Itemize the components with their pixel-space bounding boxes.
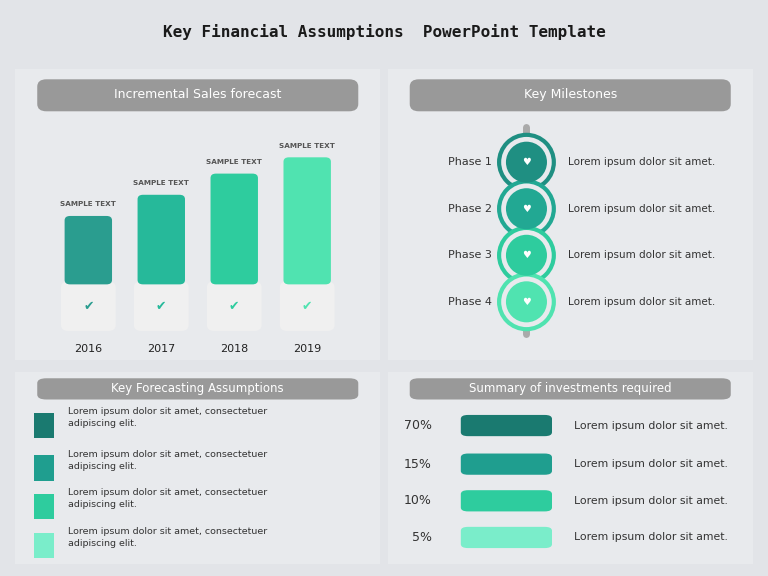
- Text: 2017: 2017: [147, 344, 175, 354]
- FancyBboxPatch shape: [207, 282, 262, 331]
- FancyBboxPatch shape: [410, 378, 730, 400]
- Text: Lorem ipsum dolor sit amet.: Lorem ipsum dolor sit amet.: [574, 459, 728, 469]
- FancyBboxPatch shape: [410, 79, 730, 111]
- Text: Key Milestones: Key Milestones: [524, 88, 617, 101]
- Text: Lorem ipsum dolor sit amet.: Lorem ipsum dolor sit amet.: [568, 204, 716, 214]
- Text: ♥: ♥: [522, 204, 531, 214]
- Text: Lorem ipsum dolor sit amet, consectetuer
adipiscing elit.: Lorem ipsum dolor sit amet, consectetuer…: [68, 488, 267, 509]
- Text: SAMPLE TEXT: SAMPLE TEXT: [61, 201, 116, 207]
- FancyBboxPatch shape: [37, 79, 358, 111]
- Text: Key Forecasting Assumptions: Key Forecasting Assumptions: [111, 382, 284, 395]
- FancyBboxPatch shape: [461, 490, 552, 511]
- Text: ♥: ♥: [522, 297, 531, 307]
- Ellipse shape: [499, 275, 554, 329]
- Text: Lorem ipsum dolor sit amet.: Lorem ipsum dolor sit amet.: [574, 496, 728, 506]
- Ellipse shape: [506, 235, 547, 276]
- Text: Phase 4: Phase 4: [448, 297, 492, 307]
- Text: 2018: 2018: [220, 344, 248, 354]
- Text: 2016: 2016: [74, 344, 102, 354]
- FancyBboxPatch shape: [37, 378, 358, 400]
- Text: ♥: ♥: [522, 157, 531, 167]
- Text: Summary of investments required: Summary of investments required: [469, 382, 671, 395]
- Text: Lorem ipsum dolor sit amet.: Lorem ipsum dolor sit amet.: [574, 420, 728, 430]
- Text: ✔: ✔: [302, 300, 313, 313]
- Text: Lorem ipsum dolor sit amet.: Lorem ipsum dolor sit amet.: [568, 251, 716, 260]
- Text: Phase 3: Phase 3: [448, 251, 492, 260]
- Text: Lorem ipsum dolor sit amet.: Lorem ipsum dolor sit amet.: [568, 297, 716, 307]
- Text: Phase 1: Phase 1: [448, 157, 492, 167]
- Text: ✔: ✔: [156, 300, 167, 313]
- Text: 2019: 2019: [293, 344, 321, 354]
- FancyBboxPatch shape: [461, 527, 552, 548]
- FancyBboxPatch shape: [34, 533, 54, 558]
- Text: 5%: 5%: [412, 531, 432, 544]
- Text: Lorem ipsum dolor sit amet, consectetuer
adipiscing elit.: Lorem ipsum dolor sit amet, consectetuer…: [68, 450, 267, 471]
- FancyBboxPatch shape: [461, 415, 552, 436]
- Ellipse shape: [499, 228, 554, 283]
- FancyBboxPatch shape: [65, 216, 112, 285]
- Text: 15%: 15%: [404, 458, 432, 471]
- Text: Incremental Sales forecast: Incremental Sales forecast: [114, 88, 281, 101]
- FancyBboxPatch shape: [61, 282, 116, 331]
- FancyBboxPatch shape: [461, 453, 552, 475]
- Text: 10%: 10%: [404, 494, 432, 507]
- Ellipse shape: [499, 135, 554, 190]
- Text: SAMPLE TEXT: SAMPLE TEXT: [207, 159, 262, 165]
- Ellipse shape: [499, 181, 554, 236]
- FancyBboxPatch shape: [34, 494, 54, 519]
- Text: Lorem ipsum dolor sit amet.: Lorem ipsum dolor sit amet.: [574, 532, 728, 543]
- FancyBboxPatch shape: [34, 456, 54, 480]
- Ellipse shape: [506, 188, 547, 229]
- Text: Lorem ipsum dolor sit amet, consectetuer
adipiscing elit.: Lorem ipsum dolor sit amet, consectetuer…: [68, 407, 267, 428]
- FancyBboxPatch shape: [134, 282, 189, 331]
- Text: ♥: ♥: [522, 251, 531, 260]
- FancyBboxPatch shape: [280, 282, 335, 331]
- Text: SAMPLE TEXT: SAMPLE TEXT: [134, 180, 189, 186]
- FancyBboxPatch shape: [283, 157, 331, 285]
- FancyBboxPatch shape: [137, 195, 185, 285]
- Text: Key Financial Assumptions  PowerPoint Template: Key Financial Assumptions PowerPoint Tem…: [163, 24, 605, 40]
- Text: ✔: ✔: [83, 300, 94, 313]
- FancyBboxPatch shape: [34, 413, 54, 438]
- Text: 70%: 70%: [404, 419, 432, 432]
- FancyBboxPatch shape: [210, 173, 258, 285]
- Ellipse shape: [506, 281, 547, 323]
- Text: ✔: ✔: [229, 300, 240, 313]
- Text: Phase 2: Phase 2: [448, 204, 492, 214]
- Ellipse shape: [506, 142, 547, 183]
- Text: Lorem ipsum dolor sit amet, consectetuer
adipiscing elit.: Lorem ipsum dolor sit amet, consectetuer…: [68, 527, 267, 548]
- Text: Lorem ipsum dolor sit amet.: Lorem ipsum dolor sit amet.: [568, 157, 716, 167]
- Text: SAMPLE TEXT: SAMPLE TEXT: [280, 143, 335, 149]
